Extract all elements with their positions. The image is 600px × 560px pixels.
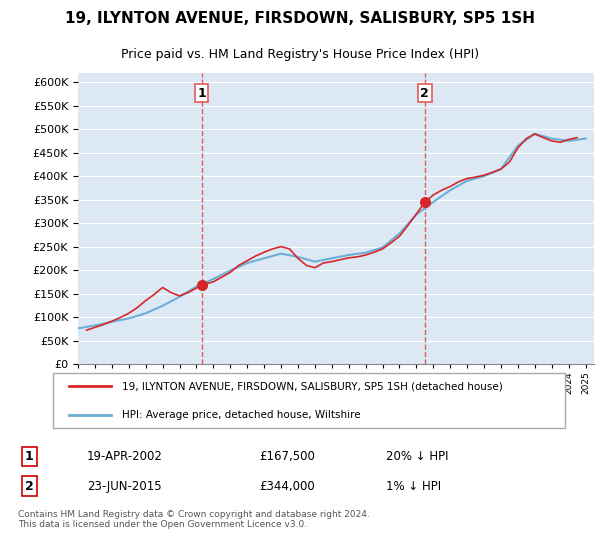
Text: 2: 2 — [421, 87, 429, 100]
Text: Contains HM Land Registry data © Crown copyright and database right 2024.
This d: Contains HM Land Registry data © Crown c… — [18, 510, 370, 529]
FancyBboxPatch shape — [53, 373, 565, 428]
Text: £344,000: £344,000 — [260, 479, 316, 493]
Text: 20% ↓ HPI: 20% ↓ HPI — [386, 450, 449, 463]
Text: 2: 2 — [25, 479, 34, 493]
Text: 19-APR-2002: 19-APR-2002 — [87, 450, 163, 463]
Text: 19, ILYNTON AVENUE, FIRSDOWN, SALISBURY, SP5 1SH (detached house): 19, ILYNTON AVENUE, FIRSDOWN, SALISBURY,… — [122, 381, 503, 391]
Text: 1: 1 — [25, 450, 34, 463]
Text: 23-JUN-2015: 23-JUN-2015 — [87, 479, 161, 493]
Text: Price paid vs. HM Land Registry's House Price Index (HPI): Price paid vs. HM Land Registry's House … — [121, 48, 479, 61]
Text: HPI: Average price, detached house, Wiltshire: HPI: Average price, detached house, Wilt… — [122, 409, 361, 419]
Text: 19, ILYNTON AVENUE, FIRSDOWN, SALISBURY, SP5 1SH: 19, ILYNTON AVENUE, FIRSDOWN, SALISBURY,… — [65, 11, 535, 26]
Text: 1: 1 — [197, 87, 206, 100]
Text: £167,500: £167,500 — [260, 450, 316, 463]
Text: 1% ↓ HPI: 1% ↓ HPI — [386, 479, 442, 493]
